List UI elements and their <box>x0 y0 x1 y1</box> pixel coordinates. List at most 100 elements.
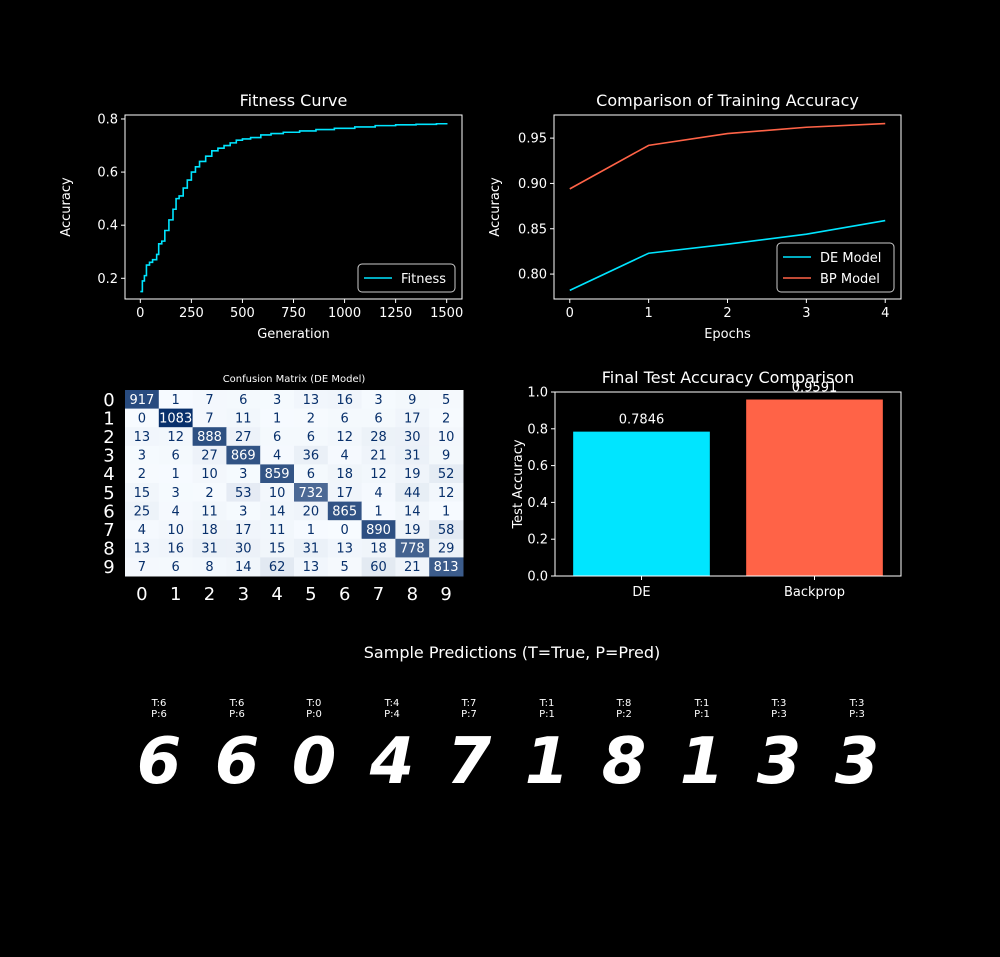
heatmap-cell <box>395 483 430 503</box>
heatmap-cell <box>429 445 464 465</box>
cell-value: 4 <box>172 504 180 519</box>
cell-value: 3 <box>239 467 247 482</box>
heatmap-cell <box>395 390 430 410</box>
heatmap-cell <box>327 464 363 484</box>
cell-value: 2 <box>138 467 146 482</box>
cell-value: 15 <box>269 542 286 557</box>
heatmap-cell <box>226 464 261 484</box>
row-label: 2 <box>103 427 114 448</box>
cell-value: 888 <box>197 430 222 445</box>
cell-value: 17 <box>336 486 353 501</box>
plot-frame <box>554 391 902 577</box>
cell-value: 6 <box>239 393 247 408</box>
cell-value: 27 <box>201 449 218 464</box>
heatmap-cell <box>294 520 329 540</box>
sample-digit-image: 1 <box>525 725 570 799</box>
chart-title: Comparison of Training Accuracy <box>596 91 859 110</box>
sample-digit-image: 8 <box>602 725 647 799</box>
y-axis-label: Test Accuracy <box>511 439 526 529</box>
heatmap-cell <box>260 427 295 447</box>
heatmap-cell <box>192 538 227 558</box>
cell-value: 7 <box>205 393 213 408</box>
heatmap-cell <box>158 557 194 577</box>
heatmap-cell <box>260 445 295 465</box>
x-tick-label: 500 <box>230 306 255 321</box>
cell-value: 28 <box>370 430 387 445</box>
cell-value: 778 <box>400 542 425 557</box>
cell-value: 12 <box>336 430 353 445</box>
heatmap-cell <box>260 464 295 484</box>
heatmap-cell <box>158 445 194 465</box>
col-label: 6 <box>339 584 350 605</box>
cell-value: 1 <box>442 504 450 519</box>
cell-value: 10 <box>201 467 218 482</box>
x-tick-label: DE <box>632 585 650 600</box>
cell-value: 4 <box>341 449 349 464</box>
heatmap-cell <box>125 408 160 428</box>
cell-value: 14 <box>404 504 421 519</box>
heatmap-cell <box>429 557 464 577</box>
heatmap-cell <box>226 427 261 447</box>
heatmap-cell <box>260 538 295 558</box>
sample-pred-label: P:1 <box>694 709 710 720</box>
x-tick-label: 3 <box>802 306 810 321</box>
heatmap-cell <box>158 501 194 521</box>
y-tick-label: 0.2 <box>97 272 118 287</box>
heatmap-cell <box>226 390 261 410</box>
sample-digit-image: 7 <box>447 725 492 799</box>
heatmap-cell <box>294 538 329 558</box>
x-tick-label: 2 <box>723 306 731 321</box>
heatmap-cell <box>226 501 261 521</box>
x-axis-label: Generation <box>257 327 330 342</box>
cell-value: 6 <box>341 411 349 426</box>
heatmap-cell <box>429 408 464 428</box>
heatmap-cell <box>361 520 396 540</box>
legend <box>776 242 895 293</box>
heatmap-cell <box>327 483 363 503</box>
heatmap-cell <box>361 538 396 558</box>
x-tick-label: 1500 <box>430 306 463 321</box>
cell-value: 3 <box>172 486 180 501</box>
heatmap-cell <box>361 557 396 577</box>
cell-value: 12 <box>167 430 184 445</box>
y-tick-label: 0.90 <box>518 177 547 192</box>
series-line-0 <box>569 219 886 292</box>
cell-value: 1 <box>172 467 180 482</box>
cell-value: 13 <box>336 542 353 557</box>
heatmap-cell <box>125 427 160 447</box>
cell-value: 19 <box>404 467 421 482</box>
series-line-1 <box>569 122 886 190</box>
sample-digit-image: 4 <box>369 725 415 799</box>
legend-label: BP Model <box>820 272 880 287</box>
col-label: 8 <box>407 584 418 605</box>
cell-value: 4 <box>138 523 146 538</box>
heatmap-cell <box>395 520 430 540</box>
legend-label: Fitness <box>401 272 446 287</box>
sample-true-label: T:3 <box>849 698 865 709</box>
cell-value: 11 <box>269 523 286 538</box>
row-label: 8 <box>103 539 114 560</box>
cell-value: 917 <box>129 393 154 408</box>
heatmap-cell <box>361 501 396 521</box>
cell-value: 6 <box>172 449 180 464</box>
heatmap-cell <box>294 445 329 465</box>
cell-value: 17 <box>404 411 421 426</box>
cell-value: 1083 <box>159 411 192 426</box>
row-label: 1 <box>103 408 114 429</box>
cell-value: 1 <box>374 504 382 519</box>
line-chart-0 <box>121 114 463 303</box>
heatmap-cell <box>429 520 464 540</box>
row-label: 7 <box>103 520 114 541</box>
cell-value: 29 <box>438 542 455 557</box>
row-label: 6 <box>103 501 114 522</box>
heatmap-cell <box>395 445 430 465</box>
heatmap-cell <box>294 464 329 484</box>
cell-value: 9 <box>442 449 450 464</box>
y-tick-label: 0.6 <box>97 166 118 181</box>
series-line-0 <box>140 122 448 293</box>
cell-value: 0 <box>138 411 146 426</box>
sample-digit-image: 3 <box>757 725 802 799</box>
confusion-matrix <box>125 390 464 577</box>
row-label: 5 <box>103 483 114 504</box>
sample-digit-image: 3 <box>835 725 880 799</box>
